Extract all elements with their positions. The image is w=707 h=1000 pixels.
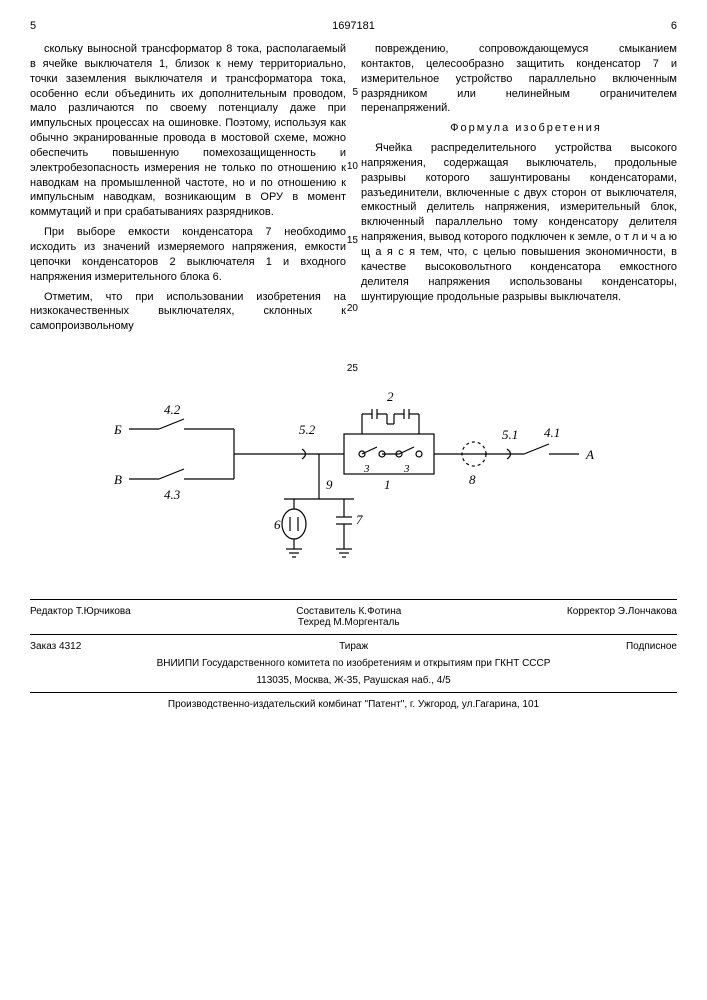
label-3b: 3 bbox=[403, 463, 410, 475]
label-1: 1 bbox=[384, 477, 391, 492]
subscription: Подписное bbox=[626, 641, 677, 652]
label-5-2: 5.2 bbox=[299, 422, 316, 437]
left-p2: При выборе емкости конденсатора 7 необхо… bbox=[30, 225, 346, 284]
org1: ВНИИПИ Государственного комитета по изоб… bbox=[30, 658, 677, 669]
label-8: 8 bbox=[469, 472, 476, 487]
label-4-3: 4.3 bbox=[164, 487, 181, 502]
label-B-bottom: В bbox=[114, 472, 122, 487]
line-mark-15: 15 bbox=[347, 234, 358, 248]
left-p1: скольку выносной трансформатор 8 тока, р… bbox=[30, 42, 346, 220]
tirazh: Тираж bbox=[339, 641, 368, 652]
label-3a: 3 bbox=[363, 463, 370, 475]
footer: Редактор Т.Юрчикова Составитель К.Фотина… bbox=[30, 599, 677, 710]
circuit-diagram: Б 4.2 В 4.3 5.2 1 3 3 bbox=[104, 379, 604, 569]
org2: 113035, Москва, Ж-35, Раушская наб., 4/5 bbox=[30, 675, 677, 686]
page-left: 5 bbox=[30, 20, 36, 32]
label-4-1: 4.1 bbox=[544, 425, 560, 440]
label-5-1: 5.1 bbox=[502, 427, 518, 442]
label-B-top: Б bbox=[113, 422, 122, 437]
compiler: Составитель К.Фотина bbox=[296, 606, 401, 617]
label-4-2: 4.2 bbox=[164, 402, 181, 417]
line-mark-20: 20 bbox=[347, 302, 358, 316]
label-9: 9 bbox=[326, 477, 333, 492]
label-A: А bbox=[585, 447, 594, 462]
right-p2: Ячейка распределительного устройства выс… bbox=[361, 141, 677, 304]
body-columns: скольку выносной трансформатор 8 тока, р… bbox=[30, 42, 677, 339]
editor: Редактор Т.Юрчикова bbox=[30, 606, 131, 628]
order: Заказ 4312 bbox=[30, 641, 81, 652]
formula-title: Формула изобретения bbox=[361, 121, 677, 136]
doc-number: 1697181 bbox=[332, 20, 375, 32]
right-p1: повреждению, сопровождающемуся смыканием… bbox=[361, 42, 677, 116]
header: 5 1697181 6 bbox=[30, 20, 677, 32]
line-mark-5: 5 bbox=[352, 86, 358, 100]
techred: Техред М.Моргенталь bbox=[298, 617, 400, 628]
corrector: Корректор Э.Лончакова bbox=[567, 606, 677, 628]
line-mark-25: 25 bbox=[347, 362, 358, 376]
label-7: 7 bbox=[356, 512, 363, 527]
right-column: повреждению, сопровождающемуся смыканием… bbox=[361, 42, 677, 339]
left-column: скольку выносной трансформатор 8 тока, р… bbox=[30, 42, 346, 339]
org3: Производственно-издательский комбинат "П… bbox=[30, 699, 677, 710]
label-2: 2 bbox=[387, 389, 394, 404]
label-6: 6 bbox=[274, 517, 281, 532]
left-p3: Отметим, что при использовании изобретен… bbox=[30, 290, 346, 335]
line-mark-10: 10 bbox=[347, 160, 358, 174]
page-right: 6 bbox=[671, 20, 677, 32]
